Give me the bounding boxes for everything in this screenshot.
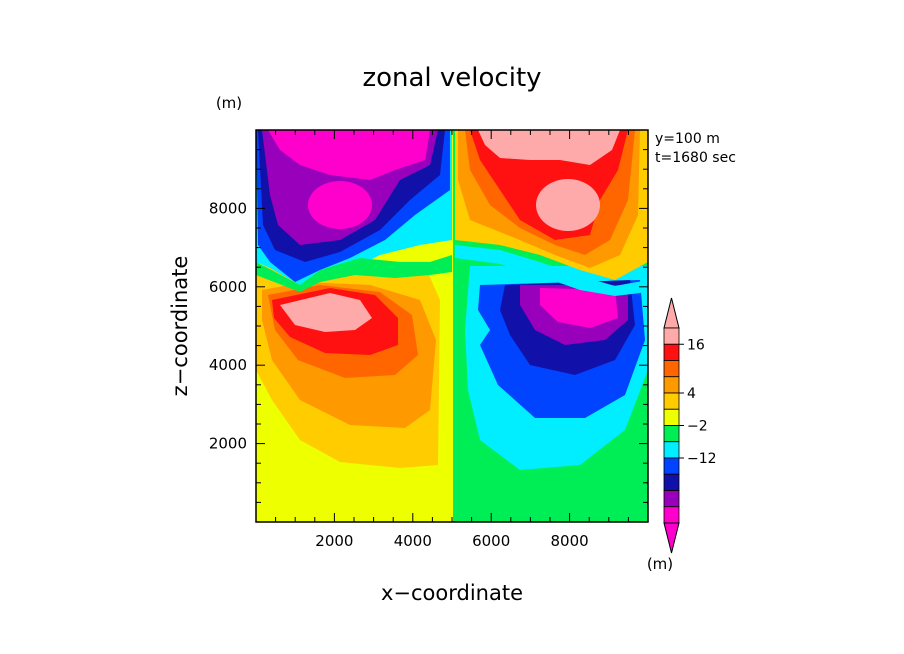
colorbar-swatch [663,457,680,475]
colorbar-swatch [663,441,680,459]
colorbar-swatch [663,392,680,410]
x-tick-label: 8000 [551,532,589,550]
y-axis-unit: (m) [216,94,242,112]
colorbar-top-arrow [663,297,680,329]
colorbar-swatch [663,343,680,361]
contour-interface-band [256,255,452,292]
colorbar-swatch [663,506,680,524]
x-axis-ticks: 2000 4000 6000 8000 [275,130,629,550]
colorbar-swatch [663,490,680,508]
contour-upper-left-m18 [268,130,430,180]
contour-right-m18 [540,288,618,328]
y-tick-label: 8000 [209,199,247,217]
chart-title: zonal velocity [362,63,541,93]
contour-upper-right-core [536,179,600,231]
colorbar-label: −12 [687,451,717,467]
colorbar-swatch [663,376,680,394]
colorbar-swatch [663,327,680,345]
colorbar-swatch [663,473,680,491]
y-axis-ticks: 2000 4000 6000 8000 [209,149,648,503]
colorbar-label: 4 [687,386,696,402]
colorbar-unit: (m) [647,555,673,573]
colorbar: 16 4 −2 −12 [663,297,717,554]
annotation-y: y=100 m [655,131,720,147]
colorbar-swatch [663,425,680,443]
y-tick-label: 6000 [209,278,247,296]
contour-interface-band-right [455,245,648,296]
colorbar-bottom-arrow [663,522,680,554]
y-tick-label: 2000 [209,435,247,453]
x-tick-label: 4000 [394,532,432,550]
x-tick-label: 2000 [315,532,353,550]
contour-left-16 [280,293,372,332]
y-tick-label: 4000 [209,356,247,374]
colorbar-swatch [663,360,680,378]
x-tick-label: 6000 [472,532,510,550]
colorbar-label: 16 [687,337,705,353]
x-axis-label: x−coordinate [381,581,523,605]
contour-field [256,130,648,522]
colorbar-label: −2 [687,419,708,435]
colorbar-swatch [663,408,680,426]
annotation-t: t=1680 sec [655,150,736,166]
contour-upper-left-core [308,181,372,229]
y-axis-label: z−coordinate [168,256,192,397]
contour-upper-right-16 [478,130,620,165]
